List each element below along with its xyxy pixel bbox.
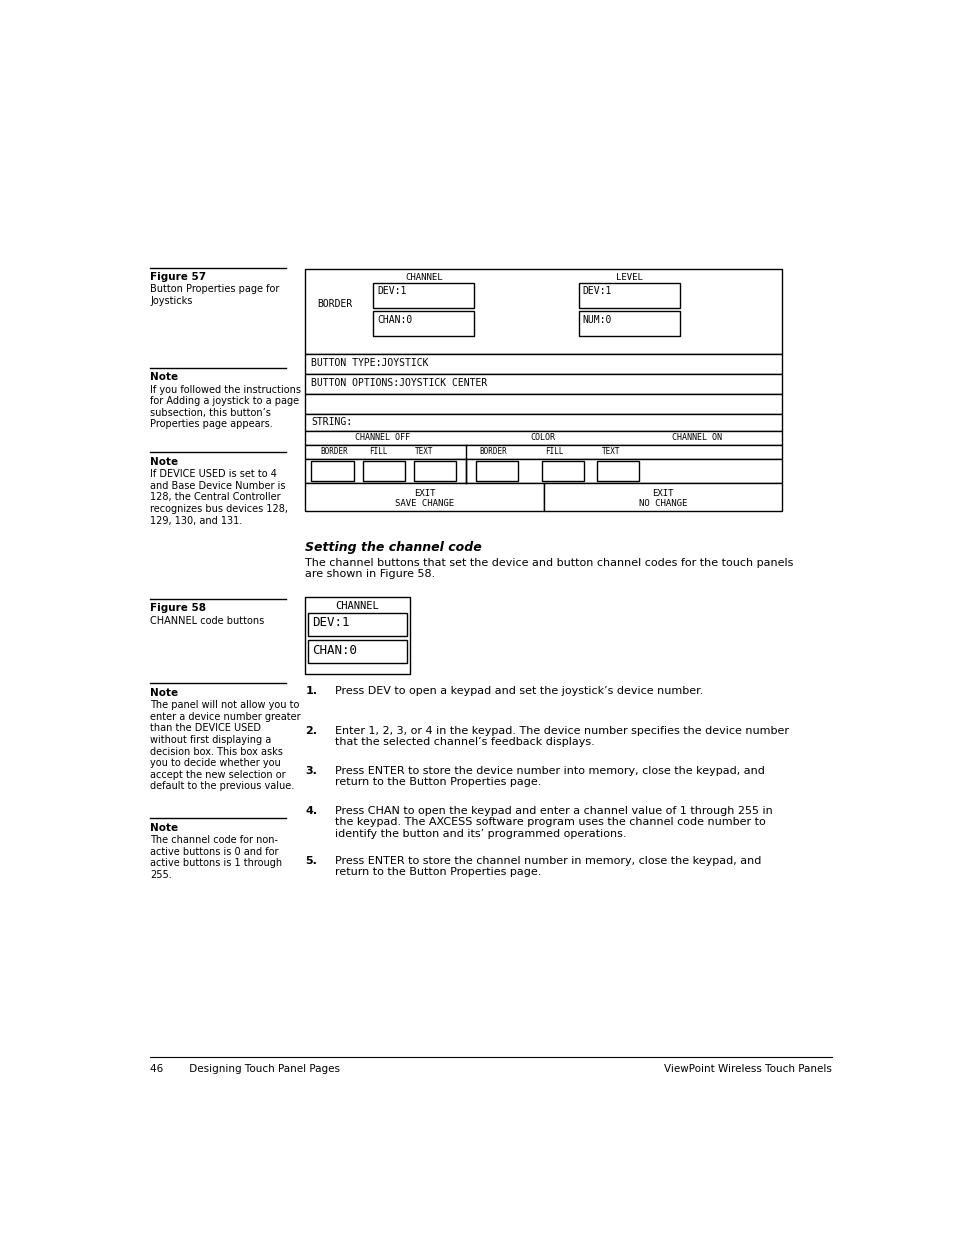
Text: BORDER: BORDER (479, 447, 507, 456)
Bar (305, 374, 781, 394)
Text: Button Properties page for
Joysticks: Button Properties page for Joysticks (150, 284, 279, 306)
Text: Setting the channel code: Setting the channel code (305, 541, 481, 555)
Text: ViewPoint Wireless Touch Panels: ViewPoint Wireless Touch Panels (663, 1065, 831, 1074)
Text: STRING:: STRING: (311, 417, 353, 427)
Text: CHANNEL: CHANNEL (335, 601, 379, 611)
Text: TEXT: TEXT (601, 447, 619, 456)
Text: 5.: 5. (305, 856, 316, 866)
Text: CHANNEL ON: CHANNEL ON (671, 433, 720, 442)
Bar (308, 640, 406, 663)
Text: Press ENTER to store the channel number in memory, close the keypad, and
return : Press ENTER to store the channel number … (335, 856, 760, 877)
Text: DEV:1: DEV:1 (312, 616, 350, 630)
Text: 1.: 1. (305, 685, 317, 695)
Bar (305, 445, 781, 458)
Bar (305, 458, 781, 483)
Bar (305, 394, 781, 414)
Text: Figure 57: Figure 57 (150, 272, 206, 282)
Text: If DEVICE USED is set to 4
and Base Device Number is
128, the Central Controller: If DEVICE USED is set to 4 and Base Devi… (150, 469, 288, 526)
Bar (305, 431, 781, 445)
Bar (308, 613, 406, 636)
Text: Note: Note (150, 372, 178, 383)
Text: BUTTON TYPE:JOYSTICK: BUTTON TYPE:JOYSTICK (311, 358, 429, 368)
Text: If you followed the instructions
for Adding a joystick to a page
subsection, thi: If you followed the instructions for Add… (150, 384, 301, 430)
Text: DEV:1: DEV:1 (377, 287, 406, 296)
Text: The channel buttons that set the device and button channel codes for the touch p: The channel buttons that set the device … (305, 558, 793, 579)
Text: NUM:0: NUM:0 (582, 315, 612, 325)
Text: CHAN:0: CHAN:0 (312, 645, 356, 657)
Text: Press DEV to open a keypad and set the joystick’s device number.: Press DEV to open a keypad and set the j… (335, 685, 702, 695)
Text: 4.: 4. (305, 805, 317, 816)
Text: CHANNEL code buttons: CHANNEL code buttons (150, 615, 264, 626)
Bar (476, 461, 517, 480)
Bar (305, 353, 781, 374)
Text: CHANNEL OFF: CHANNEL OFF (355, 433, 410, 442)
Bar (305, 414, 781, 431)
Text: 2.: 2. (305, 726, 317, 736)
Text: LEVEL: LEVEL (615, 273, 642, 282)
Text: Note: Note (150, 688, 178, 698)
Text: DEV:1: DEV:1 (582, 287, 612, 296)
Bar (373, 283, 474, 308)
Text: FILL: FILL (545, 447, 563, 456)
Text: Note: Note (150, 457, 178, 467)
Text: BORDER: BORDER (320, 447, 348, 456)
Text: EXIT
NO CHANGE: EXIT NO CHANGE (638, 489, 686, 508)
Bar (305, 269, 781, 353)
Text: COLOR: COLOR (530, 433, 555, 442)
Bar (543, 483, 781, 511)
Bar (578, 283, 679, 308)
Text: Press CHAN to open the keypad and enter a channel value of 1 through 255 in
the : Press CHAN to open the keypad and enter … (335, 805, 772, 839)
Bar (373, 311, 474, 336)
Text: Figure 58: Figure 58 (150, 603, 206, 614)
Bar (414, 461, 456, 480)
Bar (362, 461, 405, 480)
Bar (541, 461, 583, 480)
Text: BUTTON OPTIONS:JOYSTICK CENTER: BUTTON OPTIONS:JOYSTICK CENTER (311, 378, 487, 388)
Bar (578, 311, 679, 336)
Bar (305, 597, 410, 674)
Text: TEXT: TEXT (415, 447, 434, 456)
Text: EXIT
SAVE CHANGE: EXIT SAVE CHANGE (395, 489, 454, 508)
Text: 46        Designing Touch Panel Pages: 46 Designing Touch Panel Pages (150, 1065, 340, 1074)
Text: The channel code for non-
active buttons is 0 and for
active buttons is 1 throug: The channel code for non- active buttons… (150, 835, 282, 879)
Text: BORDER: BORDER (316, 299, 352, 309)
Text: Note: Note (150, 823, 178, 832)
Bar (305, 483, 543, 511)
Bar (596, 461, 639, 480)
Text: Press ENTER to store the device number into memory, close the keypad, and
return: Press ENTER to store the device number i… (335, 766, 763, 788)
Text: Enter 1, 2, 3, or 4 in the keypad. The device number specifies the device number: Enter 1, 2, 3, or 4 in the keypad. The d… (335, 726, 788, 747)
Text: The panel will not allow you to
enter a device number greater
than the DEVICE US: The panel will not allow you to enter a … (150, 700, 300, 792)
Bar (311, 461, 354, 480)
Text: FILL: FILL (369, 447, 387, 456)
Text: CHAN:0: CHAN:0 (377, 315, 412, 325)
Text: 3.: 3. (305, 766, 316, 776)
Text: CHANNEL: CHANNEL (405, 273, 442, 282)
